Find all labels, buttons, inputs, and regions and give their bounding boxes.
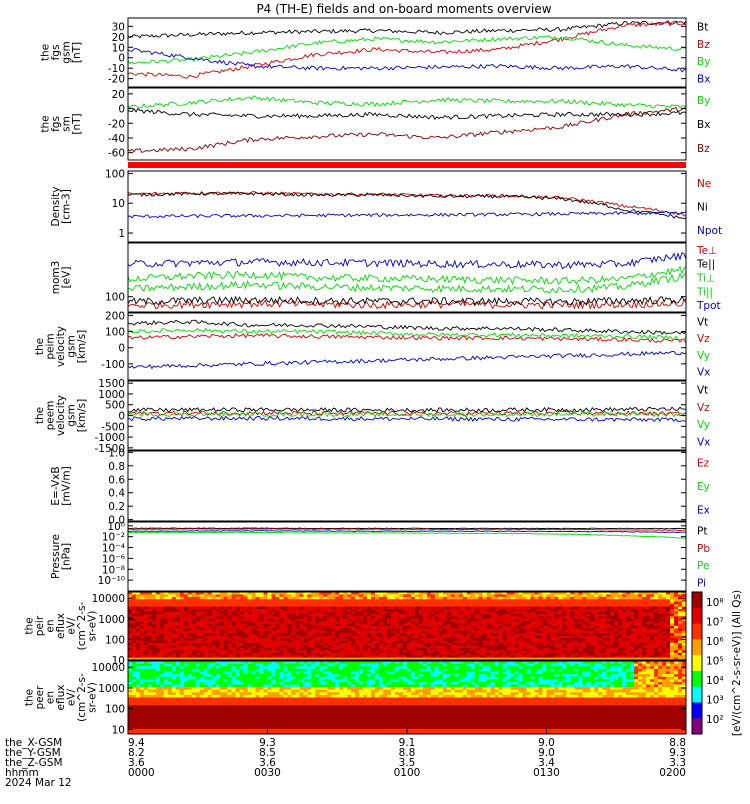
- legend-label: Te⊥: [696, 245, 717, 257]
- spectrogram-peer_spec: [128, 661, 687, 735]
- legend-label: Vx: [697, 367, 710, 379]
- y-tick-label: 10000: [92, 593, 125, 605]
- legend-label: Tpot: [696, 300, 721, 312]
- legend-label: Vz: [697, 402, 710, 414]
- legend-label: Bz: [697, 143, 710, 155]
- y-tick-label: 0.4: [108, 488, 125, 500]
- y-tick-label: 0.6: [108, 474, 125, 486]
- legend-label: Vt: [697, 316, 708, 328]
- y-tick-label: 0: [118, 104, 125, 116]
- y-tick-label: 200: [105, 310, 125, 322]
- chart-title: P4 (TH-E) fields and on-board moments ov…: [256, 2, 551, 16]
- y-tick-label: 1.0: [108, 447, 125, 459]
- y-tick-label: 0.8: [108, 461, 125, 473]
- y-axis-label-line: [nPa]: [60, 543, 72, 570]
- legend-label: Bx: [697, 119, 710, 131]
- y-tick-label: 10: [112, 42, 125, 54]
- legend-label: Te||: [696, 259, 715, 271]
- y-tick-label: 1500: [98, 378, 125, 390]
- y-axis-label-line: [mV/m]: [60, 466, 72, 505]
- legend-label: Ex: [697, 504, 710, 516]
- legend-label: Vy: [697, 419, 710, 431]
- legend-label: Bz: [697, 39, 710, 51]
- y-tick-label: 1000: [98, 389, 125, 401]
- legend-label: Vx: [697, 436, 710, 448]
- y-tick-label: -20: [108, 118, 125, 130]
- y-tick-label: 500: [105, 400, 125, 412]
- y-tick-label: 100: [105, 634, 125, 646]
- legend-label: Ti⊥: [696, 273, 715, 285]
- y-tick-label: -10: [108, 63, 125, 75]
- legend-label: Npot: [697, 225, 722, 237]
- legend-label: Bt: [697, 22, 708, 34]
- spectrogram-peir_spec: [128, 592, 687, 661]
- y-tick-label: 100: [105, 327, 125, 339]
- legend-label: Vt: [697, 385, 708, 397]
- legend-label: Ne: [697, 178, 711, 190]
- legend-label: Pt: [697, 526, 707, 538]
- legend-label: Pb: [697, 543, 710, 555]
- y-tick-label: 0: [118, 343, 125, 355]
- y-axis-label-line: [km/s]: [76, 399, 88, 433]
- y-tick-label: 30: [112, 21, 125, 33]
- y-tick-label: 10⁻⁸: [102, 564, 125, 576]
- y-axis-label-line: sr-eV): [87, 611, 99, 642]
- y-axis-label-line: [nT]: [71, 42, 83, 63]
- y-axis-label-line: [eV]: [60, 267, 72, 289]
- y-axis-label-line: [cm-3]: [60, 189, 72, 224]
- y-tick-label: 20: [112, 32, 125, 44]
- legend-label: Ez: [697, 458, 710, 470]
- y-tick-label: 10⁰: [107, 521, 125, 533]
- y-tick-label: 10⁻²: [102, 532, 125, 544]
- y-tick-label: 1: [118, 228, 125, 240]
- y-tick-label: 0: [118, 411, 125, 423]
- legend-label: Pe: [697, 560, 709, 572]
- y-tick-label: -60: [108, 148, 125, 160]
- time-row-label-3: hhmm: [5, 767, 39, 779]
- legend-label: Ey: [697, 481, 710, 493]
- legend-label: Ti||: [696, 286, 713, 298]
- y-tick-label: 100: [105, 168, 125, 180]
- y-tick-label: -100: [101, 359, 125, 371]
- legend-label: Bx: [697, 73, 710, 85]
- y-axis-label-line: [km/s]: [76, 330, 88, 364]
- y-tick-label: 10⁻⁴: [102, 543, 125, 555]
- y-tick-label: 10⁻⁶: [102, 553, 125, 565]
- legend-label: Ni: [697, 202, 708, 214]
- y-tick-label: -500: [101, 421, 125, 433]
- y-tick-label: 100: [105, 292, 125, 304]
- legend-label: By: [697, 95, 710, 107]
- y-tick-label: 1000: [98, 614, 125, 626]
- legend-label: By: [697, 56, 710, 68]
- y-tick-label: 20: [112, 89, 125, 101]
- y-tick-label: 0.2: [108, 501, 125, 513]
- y-tick-label: 10: [112, 198, 125, 210]
- legend-label: Vy: [697, 350, 710, 362]
- y-tick-label: -1000: [94, 432, 125, 444]
- legend-label: Pi: [697, 577, 706, 589]
- y-tick-label: -40: [108, 133, 125, 145]
- y-tick-label: -20: [108, 74, 125, 86]
- y-axis-label-line: [nT]: [71, 113, 83, 134]
- legend-label: Vz: [697, 333, 710, 345]
- y-tick-label: 10⁻¹⁰: [98, 575, 125, 587]
- y-tick-label: 0: [118, 53, 125, 65]
